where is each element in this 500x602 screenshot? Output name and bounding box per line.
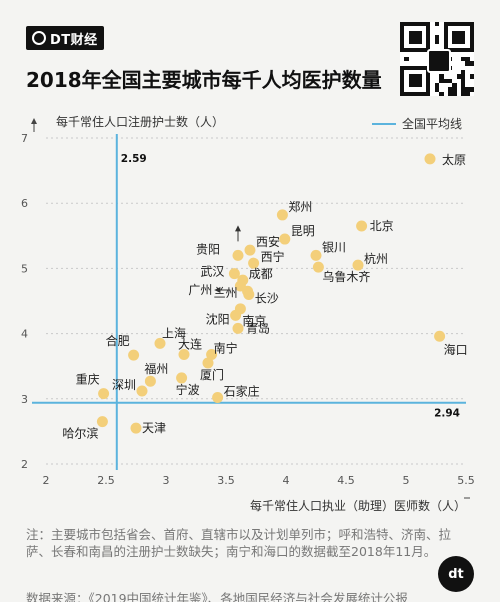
y-axis-label: 每千常住人口注册护士数（人） (56, 114, 224, 129)
x-tick-label: 5.5 (457, 474, 475, 487)
leader-guangzhou-head (214, 287, 221, 294)
data-label-上海: 上海 (162, 325, 186, 340)
data-point-重庆 (98, 388, 110, 400)
y-tick-label: 6 (21, 197, 28, 210)
data-label-乌鲁木齐: 乌鲁木齐 (322, 269, 370, 284)
brand-badge: DT财经 (26, 26, 104, 50)
header: DT财经 2018年全国主要城市每千人均医护数量 (0, 0, 500, 110)
data-point-杭州 (352, 259, 364, 271)
data-point-长沙 (243, 288, 255, 300)
data-label-北京: 北京 (370, 219, 394, 233)
data-label-兰州: 兰州 (214, 286, 238, 300)
data-point-天津 (130, 422, 142, 434)
brand-logo-icon (32, 31, 46, 45)
data-label-石家庄: 石家庄 (224, 383, 260, 398)
y-tick-label: 4 (21, 328, 28, 341)
data-point-南宁 (206, 348, 218, 360)
data-point-昆明 (279, 233, 291, 245)
data-label-重庆: 重庆 (76, 373, 100, 387)
data-label-太原: 太原 (442, 152, 466, 167)
x-tick-label: 3 (163, 474, 170, 487)
x-tick-label: 4 (283, 474, 290, 487)
data-label-贵阳: 贵阳 (196, 242, 220, 256)
data-point-沈阳 (230, 309, 242, 321)
data-point-哈尔滨 (96, 416, 108, 428)
chart-svg: 2 3 4 5 6 7 2 2.5 3 3.5 4 4.5 5 5.5 每千常住人口注册护士数（人） 每千常住… (21, 114, 475, 513)
footer-logo-icon: dt (438, 556, 474, 592)
data-point-海口 (434, 330, 446, 342)
data-label-郑州: 郑州 (288, 199, 312, 214)
avg-y-label: 2.94 (434, 408, 460, 420)
x-tick-label: 3.5 (217, 474, 235, 487)
data-point-宁波 (176, 372, 188, 384)
y-tick-label: 3 (21, 393, 28, 406)
data-label-成都: 成都 (249, 267, 273, 281)
data-label-深圳: 深圳 (112, 378, 136, 392)
data-label-广州: 广州 (188, 283, 212, 297)
data-label-沈阳: 沈阳 (206, 311, 230, 326)
data-source: 数据来源：《2019中国统计年鉴》、各地国民经济与社会发展统计公报 (26, 591, 408, 602)
footnote: 注：主要城市包括省会、首府、直辖市以及计划单列市；呼和浩特、济南、拉萨、长春和南… (26, 527, 452, 559)
data-point-上海 (154, 337, 166, 349)
data-point-北京 (356, 220, 368, 232)
x-tick-label: 5 (403, 474, 410, 487)
brand-name: DT财经 (50, 32, 98, 48)
qr-code-icon (400, 22, 474, 96)
data-point-石家庄 (212, 391, 224, 403)
data-label-合肥: 合肥 (106, 333, 130, 348)
data-label-银川: 银川 (322, 240, 346, 254)
footer-logo-text: dt (448, 566, 464, 582)
data-point-西宁 (248, 257, 260, 269)
data-point-深圳 (136, 385, 148, 397)
x-tick-label: 2 (43, 474, 50, 487)
data-point-青岛 (232, 322, 244, 334)
data-label-南京: 南京 (242, 313, 266, 328)
data-point-郑州 (276, 209, 288, 221)
data-label-青岛: 青岛 (246, 320, 270, 335)
data-label-大连: 大连 (178, 336, 202, 351)
y-tick-label: 7 (21, 132, 28, 145)
data-label-昆明: 昆明 (291, 224, 315, 238)
y-tick-label: 5 (21, 262, 28, 275)
data-point-武汉 (228, 268, 240, 280)
data-label-福州: 福州 (144, 361, 168, 376)
data-label-西安: 西安 (256, 234, 280, 249)
data-label-天津: 天津 (142, 421, 166, 435)
data-label-厦门: 厦门 (200, 367, 224, 382)
data-label-海口: 海口 (444, 342, 468, 357)
data-point-贵阳 (232, 249, 244, 261)
data-label-南宁: 南宁 (214, 340, 238, 355)
data-point-太原 (424, 153, 436, 165)
avg-x-label: 2.59 (121, 153, 147, 165)
data-point-西安 (244, 244, 256, 256)
leader-guiyang-head (235, 225, 241, 232)
data-label-哈尔滨: 哈尔滨 (62, 426, 98, 441)
data-label-长沙: 长沙 (255, 291, 279, 305)
y-axis-arrow-head (31, 118, 37, 124)
x-tick-label: 2.5 (97, 474, 115, 487)
data-point-厦门 (202, 357, 214, 369)
y-tick-label: 2 (21, 458, 28, 471)
legend-label: 全国平均线 (402, 116, 462, 131)
data-point-乌鲁木齐 (312, 261, 324, 273)
data-point-合肥 (128, 349, 140, 361)
x-axis-label: 每千常住人口执业（助理）医师数（人） (250, 498, 466, 513)
data-label-武汉: 武汉 (200, 265, 224, 279)
data-label-杭州: 杭州 (364, 251, 388, 266)
x-tick-label: 4.5 (337, 474, 355, 487)
scatter-chart: 2 3 4 5 6 7 2 2.5 3 3.5 4 4.5 5 5.5 每千常住人口注册护士数（人） 每千常住… (0, 110, 500, 520)
data-point-福州 (144, 375, 156, 387)
data-label-西宁: 西宁 (261, 249, 285, 264)
data-point-银川 (310, 249, 322, 261)
data-label-宁波: 宁波 (176, 382, 200, 397)
page-title: 2018年全国主要城市每千人均医护数量 (26, 68, 382, 92)
data-point-大连 (178, 348, 190, 360)
